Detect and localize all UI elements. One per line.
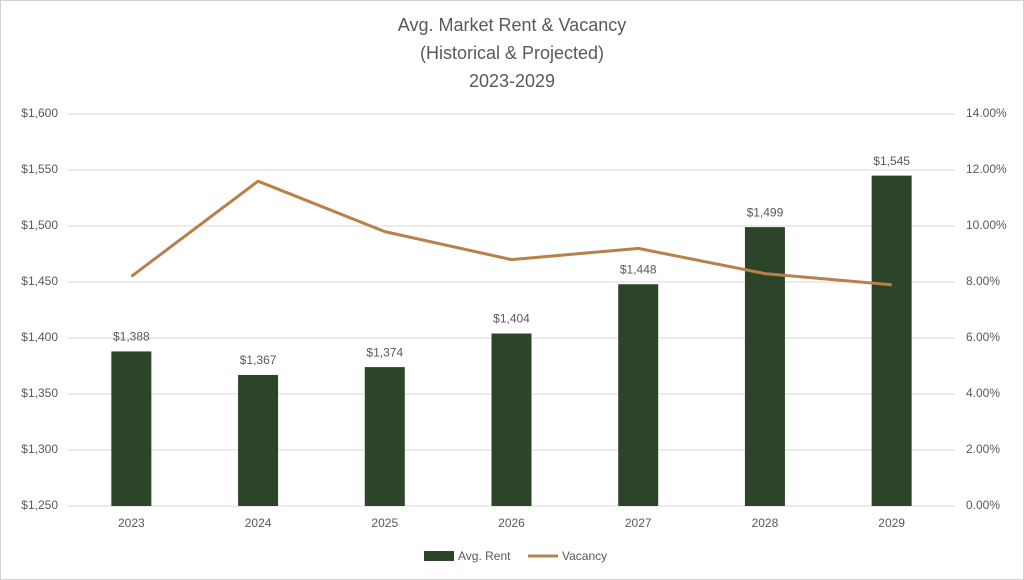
data-label: $1,499: [747, 205, 784, 219]
data-label: $1,388: [113, 330, 150, 344]
y2-tick-label: 4.00%: [966, 386, 1000, 400]
bar: [238, 374, 279, 506]
chart-title: Avg. Market Rent & Vacancy: [398, 15, 626, 35]
y-tick-label: $1,500: [21, 218, 58, 232]
line: [130, 179, 892, 287]
data-label: $1,448: [620, 262, 657, 276]
x-tick-label: 2024: [245, 516, 272, 530]
legend-swatch: [424, 551, 454, 561]
bar: [871, 175, 912, 506]
y2-tick-label: 8.00%: [966, 274, 1000, 288]
data-label: $1,374: [366, 345, 403, 359]
legend-label: Vacancy: [562, 549, 607, 563]
data-label: $1,545: [873, 154, 910, 168]
y-tick-label: $1,250: [21, 498, 58, 512]
y-tick-label: $1,550: [21, 162, 58, 176]
y2-tick-label: 14.00%: [966, 106, 1007, 120]
x-tick-label: 2026: [498, 516, 525, 530]
y-tick-label: $1,300: [21, 442, 58, 456]
y2-tick-label: 0.00%: [966, 498, 1000, 512]
x-tick-label: 2027: [625, 516, 652, 530]
data-label: $1,404: [493, 312, 530, 326]
y-tick-label: $1,600: [21, 106, 58, 120]
y2-tick-label: 2.00%: [966, 442, 1000, 456]
chart-title: (Historical & Projected): [420, 43, 604, 63]
y2-tick-label: 10.00%: [966, 218, 1007, 232]
bar: [111, 351, 152, 506]
data-label: $1,367: [240, 353, 277, 367]
y-tick-label: $1,400: [21, 330, 58, 344]
legend-label: Avg. Rent: [458, 549, 511, 563]
x-tick-label: 2025: [371, 516, 398, 530]
bar: [744, 227, 785, 506]
chart-title: 2023-2029: [469, 71, 555, 91]
y2-tick-label: 6.00%: [966, 330, 1000, 344]
x-tick-label: 2023: [118, 516, 145, 530]
bar: [491, 333, 532, 506]
y-tick-label: $1,450: [21, 274, 58, 288]
bar: [618, 284, 659, 506]
bar: [364, 367, 405, 506]
y2-tick-label: 12.00%: [966, 162, 1007, 176]
x-tick-label: 2028: [752, 516, 779, 530]
x-tick-label: 2029: [878, 516, 905, 530]
y-tick-label: $1,350: [21, 386, 58, 400]
